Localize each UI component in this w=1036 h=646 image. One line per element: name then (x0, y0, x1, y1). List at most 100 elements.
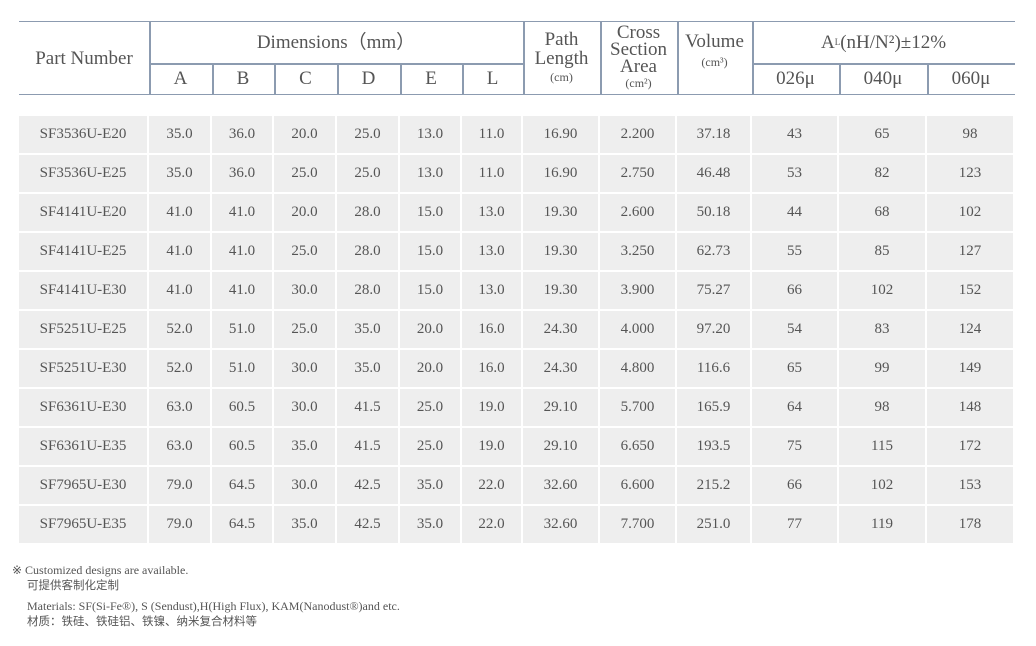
table-cell: 28.0 (337, 233, 400, 272)
table-cell: 66 (752, 272, 839, 311)
table-cell: 11.0 (462, 116, 523, 155)
table-cell: 98 (839, 389, 927, 428)
table-cell: 63.0 (149, 428, 212, 467)
part-number-cell: SF4141U-E20 (19, 194, 149, 233)
cross-section-unit: (cm²) (625, 76, 652, 90)
table-cell: 25.0 (400, 389, 462, 428)
table-cell: 25.0 (274, 233, 337, 272)
table-cell: 24.30 (523, 311, 600, 350)
table-cell: 13.0 (462, 194, 523, 233)
table-cell: 32.60 (523, 467, 600, 506)
table-cell: 36.0 (212, 116, 274, 155)
table-cell: 19.0 (462, 389, 523, 428)
table-cell: 62.73 (677, 233, 752, 272)
path-length-label: Path Length (534, 28, 589, 69)
table-cell: 50.18 (677, 194, 752, 233)
table-cell: 75.27 (677, 272, 752, 311)
table-cell: 25.0 (337, 155, 400, 194)
table-cell: 124 (927, 311, 1015, 350)
table-cell: 172 (927, 428, 1015, 467)
permeability-col-header: 060μ (951, 68, 991, 89)
table-cell: 153 (927, 467, 1015, 506)
table-cell: 85 (839, 233, 927, 272)
materials-note-en: Materials: SF(Si-Fe®), S (Sendust),H(Hig… (27, 599, 400, 613)
table-cell: 30.0 (274, 389, 337, 428)
table-cell: 28.0 (337, 194, 400, 233)
table-cell: 30.0 (274, 272, 337, 311)
table-cell: 15.0 (400, 233, 462, 272)
dim-col-header: E (425, 68, 437, 89)
table-cell: 165.9 (677, 389, 752, 428)
table-cell: 35.0 (274, 428, 337, 467)
table-row: SF3536U-E25 35.0 36.0 25.0 25.0 13.0 11.0 16.90… (19, 155, 1015, 194)
footnotes: ※ Customized designs are available. 可提供客… (12, 563, 400, 629)
table-cell: 22.0 (462, 506, 523, 545)
table-cell: 97.20 (677, 311, 752, 350)
table-cell: 19.0 (462, 428, 523, 467)
table-cell: 6.600 (600, 467, 677, 506)
table-row: SF4141U-E25 41.0 41.0 25.0 28.0 15.0 13.0 19.30… (19, 233, 1015, 272)
table-cell: 6.650 (600, 428, 677, 467)
table-cell: 16.0 (462, 350, 523, 389)
table-cell: 99 (839, 350, 927, 389)
table-cell: 41.0 (149, 194, 212, 233)
table-cell: 43 (752, 116, 839, 155)
table-header: Part Number Dimensions（mm） A B C D E L Path L… (19, 21, 1015, 95)
table-cell: 116.6 (677, 350, 752, 389)
table-cell: 41.5 (337, 389, 400, 428)
table-cell: 46.48 (677, 155, 752, 194)
table-cell: 127 (927, 233, 1015, 272)
table-cell: 64.5 (212, 506, 274, 545)
table-row: SF6361U-E30 63.0 60.5 30.0 41.5 25.0 19.0 29.10… (19, 389, 1015, 428)
cross-section-label: Cross Section Area (610, 22, 667, 77)
table-cell: 102 (927, 194, 1015, 233)
table-cell: 64 (752, 389, 839, 428)
table-cell: 123 (927, 155, 1015, 194)
table-cell: 41.5 (337, 428, 400, 467)
table-cell: 19.30 (523, 233, 600, 272)
path-length-unit: (cm) (550, 69, 573, 84)
table-cell: 115 (839, 428, 927, 467)
table-cell: 63.0 (149, 389, 212, 428)
table-cell: 51.0 (212, 350, 274, 389)
table-row: SF4141U-E30 41.0 41.0 30.0 28.0 15.0 13.0 19.30… (19, 272, 1015, 311)
al-header: A L (nH/N²)±12% (752, 22, 1015, 63)
table-cell: 102 (839, 272, 927, 311)
part-number-cell: SF6361U-E35 (19, 428, 149, 467)
table-cell: 82 (839, 155, 927, 194)
cross-section-header: Cross Section Area (cm²) (600, 22, 677, 94)
table-cell: 16.90 (523, 155, 600, 194)
table-cell: 20.0 (400, 311, 462, 350)
table-cell: 41.0 (212, 194, 274, 233)
table-cell: 35.0 (400, 467, 462, 506)
table-cell: 30.0 (274, 467, 337, 506)
table-cell: 41.0 (212, 233, 274, 272)
table-row: SF3536U-E20 35.0 36.0 20.0 25.0 13.0 11.0 16.90… (19, 116, 1015, 155)
table-cell: 148 (927, 389, 1015, 428)
materials-note-cn: 材质：铁硅、铁硅铝、铁镍、纳米复合材料等 (27, 614, 257, 628)
table-cell: 25.0 (274, 155, 337, 194)
permeability-col-header: 040μ (863, 68, 903, 89)
table-cell: 5.700 (600, 389, 677, 428)
table-cell: 54 (752, 311, 839, 350)
table-cell: 29.10 (523, 389, 600, 428)
table-cell: 25.0 (400, 428, 462, 467)
part-number-cell: SF7965U-E35 (19, 506, 149, 545)
table-cell: 41.0 (212, 272, 274, 311)
table-cell: 75 (752, 428, 839, 467)
table-cell: 35.0 (337, 350, 400, 389)
table-cell: 24.30 (523, 350, 600, 389)
dim-col-header: C (299, 68, 312, 89)
table-cell: 119 (839, 506, 927, 545)
part-number-cell: SF5251U-E30 (19, 350, 149, 389)
table-cell: 79.0 (149, 467, 212, 506)
volume-label: Volume (685, 31, 744, 52)
table-cell: 13.0 (462, 272, 523, 311)
table-cell: 65 (752, 350, 839, 389)
table-cell: 16.90 (523, 116, 600, 155)
part-number-cell: SF7965U-E30 (19, 467, 149, 506)
table-cell: 60.5 (212, 389, 274, 428)
table-row: SF4141U-E20 41.0 41.0 20.0 28.0 15.0 13.0 19.30… (19, 194, 1015, 233)
table-cell: 13.0 (400, 116, 462, 155)
table-cell: 13.0 (462, 233, 523, 272)
